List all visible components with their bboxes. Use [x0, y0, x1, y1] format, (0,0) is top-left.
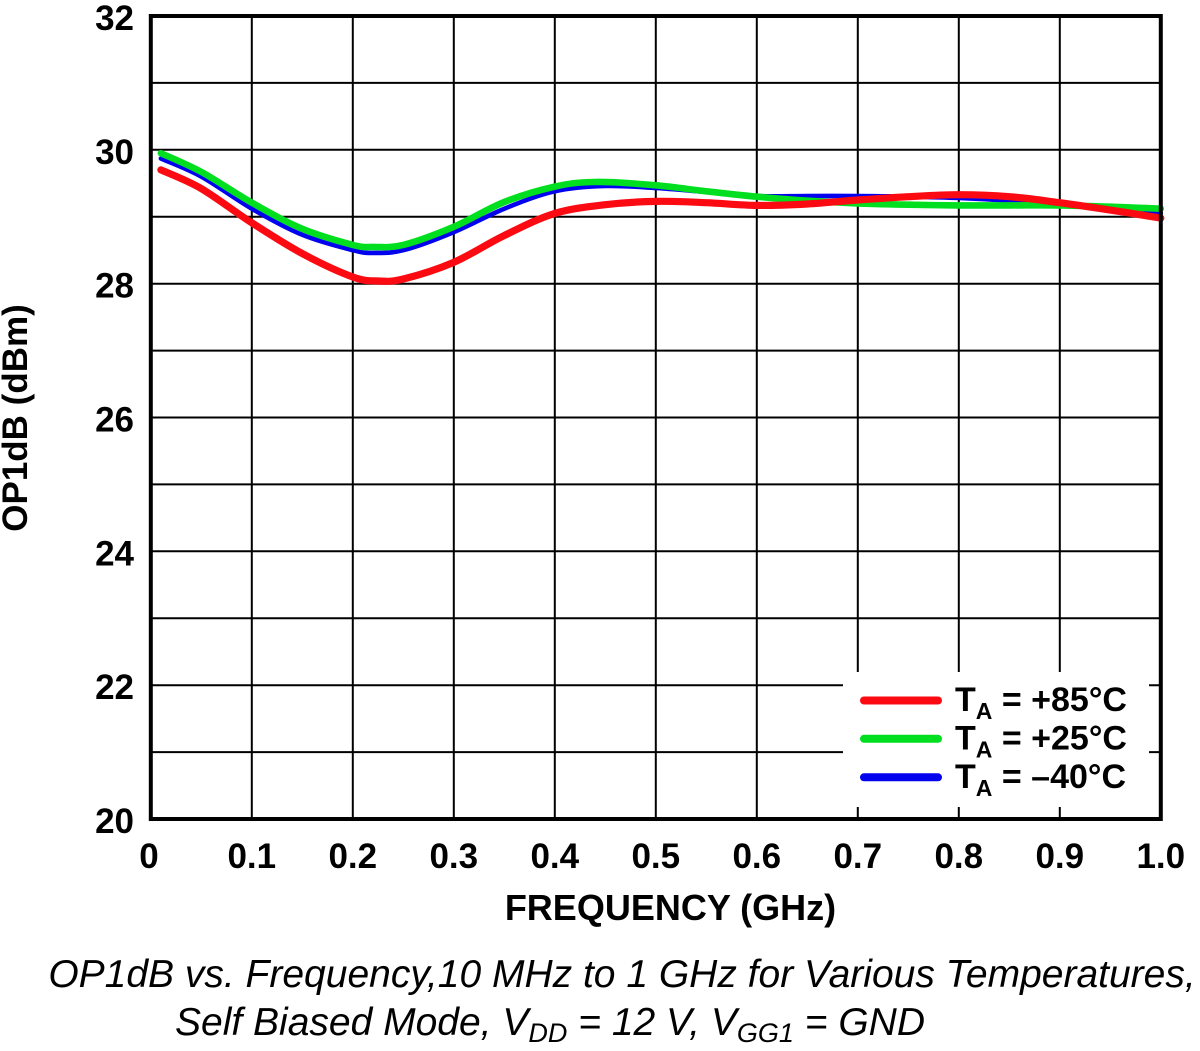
svg-text:FREQUENCY (GHz): FREQUENCY (GHz) [505, 887, 836, 928]
svg-text:0.1: 0.1 [227, 837, 276, 876]
svg-text:1.0: 1.0 [1136, 837, 1185, 876]
svg-text:20: 20 [95, 802, 134, 841]
svg-text:28: 28 [95, 267, 134, 306]
svg-text:0.4: 0.4 [530, 837, 579, 876]
svg-text:0.7: 0.7 [833, 837, 882, 876]
svg-text:OP1dB (dBm): OP1dB (dBm) [0, 304, 35, 532]
svg-text:32: 32 [95, 0, 134, 38]
svg-text:0.9: 0.9 [1035, 837, 1084, 876]
svg-text:26: 26 [95, 401, 134, 440]
svg-text:0.6: 0.6 [732, 837, 781, 876]
svg-text:OP1dB vs. Frequency,10 MHz to: OP1dB vs. Frequency,10 MHz to 1 GHz for … [48, 953, 1195, 996]
svg-text:24: 24 [95, 534, 134, 573]
svg-text:30: 30 [95, 133, 134, 172]
svg-text:0.2: 0.2 [328, 837, 377, 876]
svg-text:0.8: 0.8 [934, 837, 983, 876]
svg-text:0.5: 0.5 [631, 837, 680, 876]
svg-text:22: 22 [95, 668, 134, 707]
svg-text:0: 0 [139, 837, 158, 876]
svg-text:0.3: 0.3 [429, 837, 478, 876]
